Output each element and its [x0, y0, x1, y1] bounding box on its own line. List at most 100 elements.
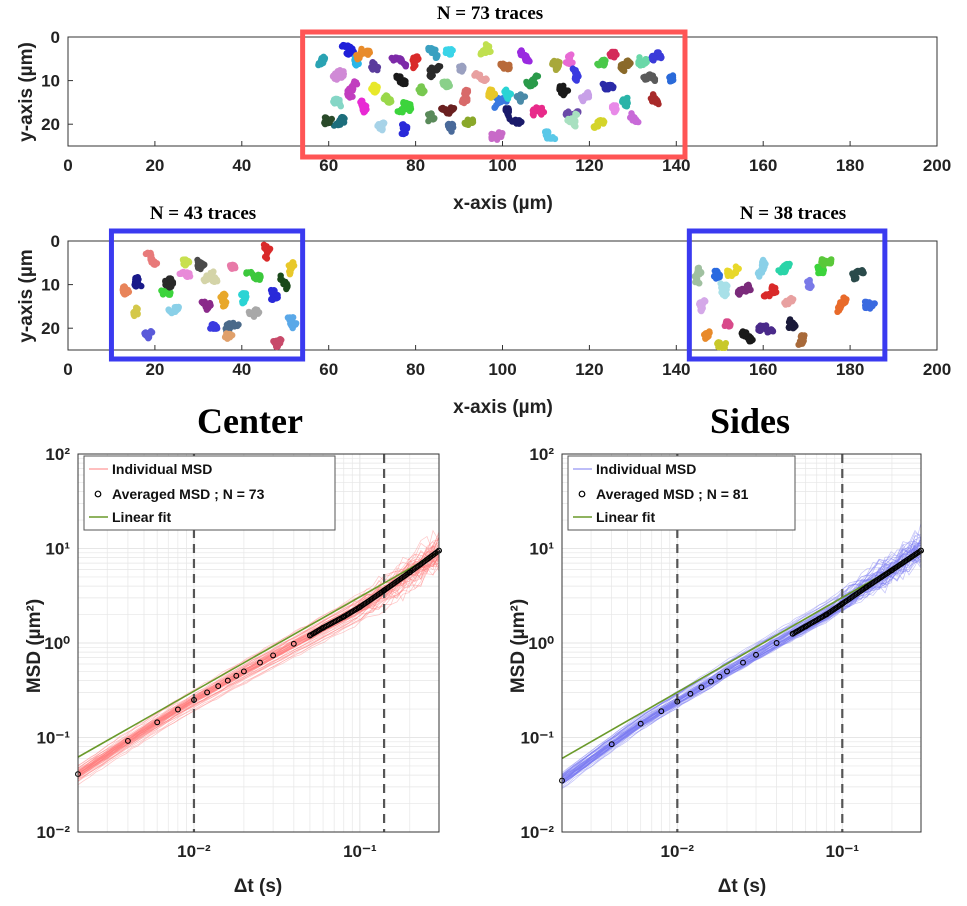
trace-point — [502, 107, 509, 114]
trace-point — [288, 319, 295, 326]
individual-msd-line — [77, 555, 440, 774]
averaged-msd-point — [124, 737, 131, 744]
trace-point — [439, 79, 446, 86]
x-tick-label: 180 — [836, 156, 864, 175]
trace-cluster — [529, 104, 548, 119]
trace-cluster — [338, 41, 357, 58]
individual-msd-line — [561, 555, 922, 778]
individual-msd-line — [561, 533, 922, 782]
individual-msd-line — [77, 537, 440, 769]
traces-sides-xlabel: x-axis (µm) — [453, 397, 553, 418]
trace-point — [716, 273, 723, 281]
trace-cluster — [814, 263, 827, 277]
panel-traces-center: N = 73 traces 0 20 40 60 80 100 120 140 160 180 20… — [16, 3, 951, 214]
legend-averaged-marker — [578, 490, 586, 498]
trace-point — [143, 330, 150, 337]
individual-msd-line — [561, 554, 922, 778]
trace-cluster — [804, 276, 815, 292]
trace-cluster — [849, 267, 867, 283]
trace-point — [459, 95, 467, 103]
trace-cluster — [471, 70, 490, 85]
trace-point — [643, 58, 650, 65]
trace-point — [819, 256, 827, 263]
trace-cluster — [226, 261, 239, 272]
msd-center-averaged-points — [75, 547, 442, 778]
trace-cluster — [198, 298, 214, 313]
trace-point — [600, 120, 607, 127]
y-tick-label: 10² — [45, 445, 70, 464]
trace-point — [534, 73, 542, 80]
trace-point — [439, 106, 447, 113]
individual-msd-line — [561, 539, 922, 784]
trace-point — [835, 303, 842, 310]
y-tick-label: 10¹ — [529, 540, 554, 559]
individual-msd-line — [561, 550, 922, 780]
panel-msd-center: Center 10⁻² 10⁻¹ 10⁰ 10¹ 10² 10⁻² 10⁻¹ Δt (s)… — [24, 401, 442, 897]
msd-sides-averaged-points — [559, 547, 924, 784]
traces-center-clusters — [315, 41, 677, 143]
trace-point — [619, 97, 626, 104]
trace-point — [420, 87, 427, 94]
averaged-msd-point — [257, 659, 263, 666]
trace-cluster — [330, 95, 344, 110]
trace-point — [207, 302, 214, 309]
individual-msd-line — [561, 546, 922, 781]
trace-point — [628, 110, 635, 117]
trace-cluster — [666, 72, 677, 85]
trace-point — [781, 299, 788, 307]
averaged-msd-point — [698, 684, 705, 691]
legend-averaged-label: Averaged MSD ; N = 81 — [596, 486, 749, 502]
x-tick-label: 10⁻¹ — [826, 842, 860, 861]
panel-traces-sides: N = 43 traces N = 38 traces 0 20 40 60 80 100… — [16, 203, 951, 418]
trace-cluster — [119, 283, 133, 298]
individual-msd-line — [77, 565, 439, 776]
trace-point — [425, 117, 432, 125]
individual-msd-line — [77, 531, 440, 767]
x-tick-label: 0 — [63, 156, 72, 175]
legend-averaged-label: Averaged MSD ; N = 73 — [112, 486, 265, 502]
trace-cluster — [243, 268, 264, 283]
averaged-msd-point — [434, 548, 441, 555]
trace-point — [859, 268, 867, 275]
trace-cluster — [502, 105, 525, 127]
trace-cluster — [200, 268, 221, 285]
trace-point — [669, 76, 676, 83]
trace-point — [331, 70, 339, 77]
trace-cluster — [549, 57, 563, 74]
trace-cluster — [353, 45, 373, 63]
trace-point — [655, 49, 662, 56]
msd-center-yticks: 10⁻² 10⁻¹ 10⁰ 10¹ 10² — [36, 445, 70, 842]
individual-msd-line — [561, 549, 922, 783]
averaged-msd-point — [381, 587, 388, 594]
trace-cluster — [647, 91, 662, 108]
averaged-msd-point — [888, 567, 895, 574]
trace-cluster — [221, 330, 236, 342]
trace-cluster — [368, 81, 381, 96]
trace-point — [815, 265, 822, 272]
trace-cluster — [578, 89, 593, 105]
trace-point — [203, 272, 210, 279]
averaged-msd-point — [215, 683, 222, 690]
individual-msd-line — [561, 546, 922, 777]
trace-cluster — [176, 268, 194, 280]
individual-msd-line — [77, 539, 440, 772]
individual-msd-line — [77, 551, 440, 777]
x-tick-label: 60 — [319, 360, 338, 379]
individual-msd-line — [561, 553, 922, 783]
x-tick-label: 160 — [749, 360, 777, 379]
individual-msd-line — [561, 558, 922, 785]
trace-point — [571, 67, 578, 74]
trace-point — [702, 330, 710, 337]
trace-cluster — [710, 267, 723, 282]
x-tick-label: 20 — [145, 156, 164, 175]
trace-cluster — [497, 60, 513, 73]
individual-msd-line — [77, 554, 440, 769]
trace-cluster — [738, 328, 756, 345]
trace-cluster — [194, 256, 208, 273]
trace-point — [286, 271, 294, 278]
individual-msd-line — [561, 529, 922, 775]
trace-cluster — [696, 297, 709, 315]
x-tick-label: 200 — [923, 156, 951, 175]
averaged-msd-point — [789, 630, 796, 637]
trace-cluster — [442, 46, 456, 58]
